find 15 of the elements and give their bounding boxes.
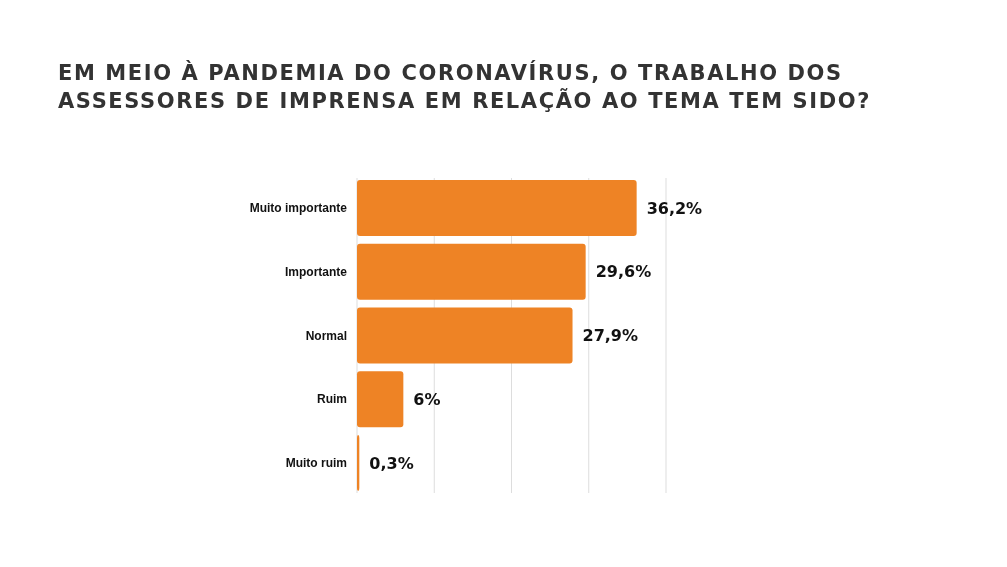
- chart-title: EM MEIO À PANDEMIA DO CORONAVÍRUS, O TRABALHO DOS ASSESSORES DE IMPRENSA EM RELAÇÃO AO TEMA TEM SIDO?: [58, 60, 871, 113]
- y-tick-label: Importante: [284, 264, 348, 279]
- data-label: 36,2%: [646, 198, 703, 218]
- y-tick-label: Ruim: [317, 392, 347, 407]
- y-tick-label: Normal: [305, 328, 347, 343]
- data-label: 27,9%: [582, 326, 639, 346]
- bar: [357, 371, 404, 428]
- bar: [357, 243, 586, 300]
- y-tick-label: Muito importante: [249, 201, 348, 216]
- y-tick-label: Muito ruim: [285, 456, 347, 471]
- bar: [357, 307, 573, 364]
- bar: [357, 179, 637, 237]
- data-label: 0,3%: [369, 453, 414, 473]
- data-label: 6%: [413, 389, 441, 409]
- data-label: 29,6%: [595, 262, 652, 282]
